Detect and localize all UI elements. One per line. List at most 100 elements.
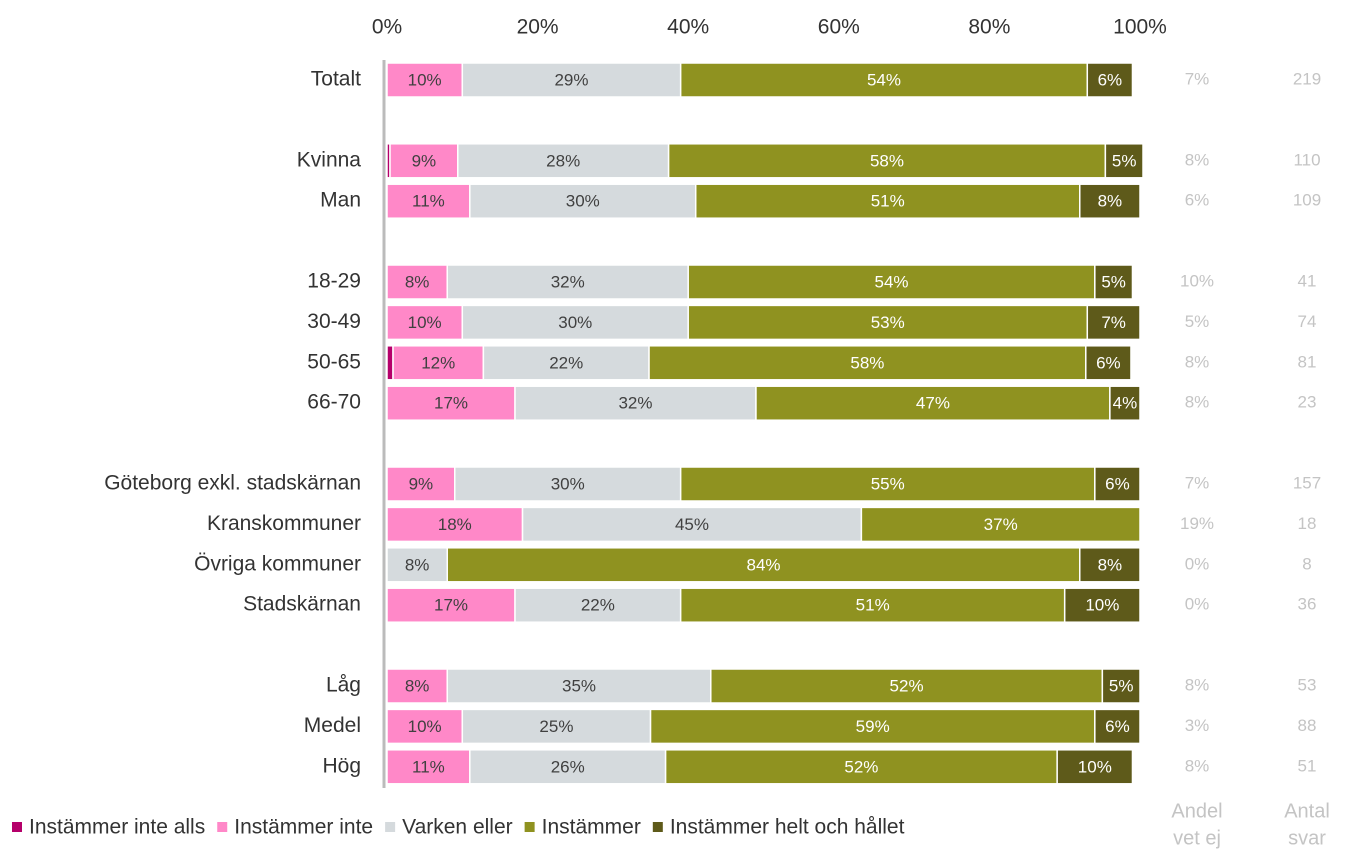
legend-label: Instämmer inte: [234, 816, 373, 839]
column-value: 3%: [1185, 716, 1210, 735]
bar-segment: [648, 345, 1087, 381]
value-label: 7%: [1101, 313, 1126, 332]
category-label: Totalt: [311, 68, 361, 91]
category-label: 30-49: [307, 310, 361, 333]
value-label: 11%: [412, 192, 445, 211]
column-value: 36: [1298, 595, 1317, 614]
value-label: 30%: [558, 313, 592, 332]
x-tick-label: 100%: [1113, 16, 1167, 39]
bar-segment: [1085, 345, 1132, 381]
bar-segment: [386, 345, 394, 381]
column-value: 7%: [1185, 473, 1210, 492]
value-label: 8%: [405, 676, 430, 695]
column-value: 18: [1298, 514, 1317, 533]
column-value: 74: [1298, 312, 1317, 331]
value-label: 9%: [409, 474, 434, 493]
column-header: svar: [1288, 827, 1326, 849]
column-value: 7%: [1185, 69, 1210, 88]
category-label: Övriga kommuner: [194, 552, 361, 575]
bar-segment: [667, 143, 1107, 179]
bar-segment: [860, 506, 1141, 543]
value-label: 35%: [562, 676, 596, 695]
value-label: 8%: [1098, 192, 1123, 211]
value-label: 52%: [844, 757, 878, 776]
legend-swatch: [652, 822, 663, 832]
bar-segment: [1063, 587, 1141, 623]
value-label: 53%: [871, 313, 905, 332]
value-label: 26%: [551, 757, 585, 776]
bar-segment: [386, 466, 456, 502]
value-label: 10%: [1078, 757, 1112, 776]
value-label: 58%: [850, 353, 884, 372]
x-tick-label: 0%: [372, 16, 402, 39]
value-label: 10%: [408, 313, 442, 332]
column-value: 6%: [1185, 191, 1210, 210]
category-label: 50-65: [307, 350, 361, 373]
legend-label: Instämmer: [542, 816, 641, 839]
value-label: 84%: [746, 555, 780, 574]
value-label: 51%: [856, 596, 890, 615]
value-label: 25%: [539, 717, 573, 736]
value-label: 9%: [412, 151, 437, 170]
bar-segment: [514, 587, 682, 623]
column-value: 8%: [1185, 150, 1210, 169]
column-value: 109: [1293, 191, 1321, 210]
value-label: 12%: [421, 353, 455, 372]
column-value: 0%: [1185, 554, 1210, 573]
value-label: 10%: [408, 717, 442, 736]
value-label: 10%: [408, 70, 442, 89]
bar-segment: [386, 506, 524, 543]
value-label: 6%: [1098, 70, 1123, 89]
category-label: Stadskärnan: [243, 593, 361, 616]
value-label: 32%: [618, 394, 652, 413]
bar-segment: [514, 385, 757, 421]
category-label: Låg: [326, 674, 361, 697]
legend-swatch: [12, 822, 22, 832]
category-label: Medel: [304, 714, 361, 737]
column-value: 8%: [1185, 352, 1210, 371]
column-header: vet ej: [1173, 827, 1221, 849]
column-value: 110: [1293, 150, 1320, 169]
category-label: 18-29: [307, 270, 361, 293]
value-label: 32%: [551, 272, 585, 291]
value-label: 17%: [434, 394, 468, 413]
column-value: 219: [1293, 69, 1321, 88]
value-label: 6%: [1105, 474, 1130, 493]
column-value: 53: [1298, 675, 1317, 694]
bar-segment: [461, 62, 682, 98]
category-label: Man: [320, 189, 361, 212]
bar-segment: [386, 304, 464, 341]
column-value: 8%: [1185, 756, 1210, 775]
bar-segment: [386, 547, 448, 583]
value-label: 5%: [1112, 151, 1137, 170]
value-label: 10%: [1085, 596, 1119, 615]
column-value: 19%: [1180, 514, 1214, 533]
bar-segment: [1086, 304, 1141, 341]
bar-segment: [679, 466, 1096, 502]
bar-segment: [521, 506, 863, 543]
bar-segment: [446, 264, 689, 300]
column-value: 157: [1293, 473, 1321, 492]
column-value: 81: [1298, 352, 1317, 371]
bar-segment: [1094, 708, 1141, 745]
x-tick-label: 60%: [818, 16, 860, 39]
bar-segment: [1109, 385, 1141, 421]
legend-label: Instämmer helt och hållet: [670, 816, 905, 839]
value-label: 54%: [874, 272, 908, 291]
value-label: 5%: [1109, 676, 1134, 695]
bar-segment: [392, 345, 485, 381]
category-label: Hög: [322, 754, 361, 777]
category-label: Göteborg exkl. stadskärnan: [104, 472, 361, 495]
bar-segment: [386, 385, 516, 421]
bar-segment: [687, 264, 1096, 300]
column-value: 8%: [1185, 675, 1210, 694]
legend-swatch: [385, 822, 396, 832]
value-label: 54%: [867, 70, 901, 89]
value-label: 6%: [1096, 353, 1121, 372]
value-label: 17%: [434, 596, 468, 615]
bar-segment: [386, 749, 471, 785]
bar-segment: [454, 466, 682, 502]
bar-segment: [461, 708, 652, 745]
bar-segment: [755, 385, 1111, 421]
